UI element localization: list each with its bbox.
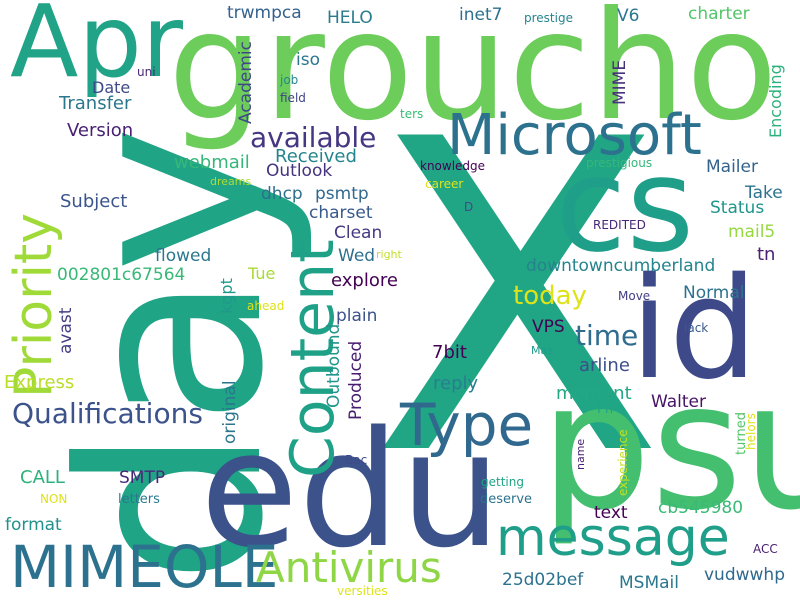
word-clean: Clean bbox=[334, 223, 383, 243]
word-career: career bbox=[425, 177, 464, 191]
word-trwmpca: trwmpca bbox=[227, 3, 302, 23]
word-charter: charter bbox=[688, 4, 750, 24]
word-non: NON bbox=[40, 492, 68, 506]
word-subject: Subject bbox=[60, 191, 128, 212]
word-versities: versities bbox=[337, 584, 388, 598]
word-downtowncumberland: downtowncumberland bbox=[526, 256, 716, 276]
word-message: message bbox=[496, 508, 730, 568]
word-mailer: Mailer bbox=[706, 157, 758, 177]
word-kgpt: kgpt bbox=[217, 278, 236, 314]
word-call: CALL bbox=[20, 467, 65, 488]
word-time: time bbox=[575, 319, 639, 352]
word-uni: uni bbox=[137, 65, 156, 79]
word-prestigious: prestigious bbox=[586, 156, 653, 170]
word-antivirus: Antivirus bbox=[256, 543, 442, 592]
word-reply: reply bbox=[433, 373, 479, 394]
word-helors: helors bbox=[744, 413, 758, 450]
word-d: D bbox=[464, 200, 474, 214]
word-psu: psu bbox=[540, 346, 800, 549]
word-format: format bbox=[5, 515, 62, 535]
word-letters: letters bbox=[118, 492, 160, 507]
word-iso: iso bbox=[296, 50, 320, 70]
word-psmtp: psmtp bbox=[315, 184, 369, 204]
word-flowed: flowed bbox=[155, 246, 212, 266]
word-prestige: prestige bbox=[524, 11, 573, 25]
word-mail5: mail5 bbox=[728, 222, 776, 242]
word-mas: Mas bbox=[531, 344, 553, 357]
word-explore: explore bbox=[331, 270, 398, 291]
word-field: field bbox=[280, 91, 306, 105]
word-move: Move bbox=[618, 289, 651, 303]
word-getting: getting bbox=[481, 475, 524, 489]
word-avast: avast bbox=[56, 307, 76, 354]
word-experience: experience bbox=[616, 429, 630, 496]
word-moment: moment bbox=[556, 383, 632, 404]
word-arline: arline bbox=[579, 355, 630, 376]
word-job: job bbox=[280, 73, 299, 87]
word-25d02bef: 25d02bef bbox=[502, 570, 584, 590]
word-v6: V6 bbox=[617, 6, 640, 26]
word-status: Status bbox=[710, 198, 765, 218]
word-priority: Priority bbox=[4, 212, 64, 398]
word-7bit: 7bit bbox=[432, 342, 467, 363]
word-vps: VPS bbox=[532, 317, 565, 337]
word-knowledge: knowledge bbox=[420, 159, 486, 173]
word-mime: MIME bbox=[610, 59, 630, 105]
word-outlook: Outlook bbox=[266, 161, 333, 181]
word-produced: Produced bbox=[346, 340, 366, 420]
word-cs: cs bbox=[555, 129, 695, 281]
word-right: right bbox=[376, 248, 402, 261]
word-express: Express bbox=[4, 372, 75, 393]
word-tn: tn bbox=[757, 244, 776, 265]
word-cb545980: cb545980 bbox=[658, 498, 744, 518]
word-original: original bbox=[220, 380, 240, 444]
word-ph: Ph bbox=[597, 402, 614, 417]
word-x: X bbox=[370, 50, 665, 550]
word-name: name bbox=[574, 438, 587, 470]
word-deserve: deserve bbox=[480, 492, 533, 507]
word-academic: Academic bbox=[236, 41, 256, 124]
word-version: Version bbox=[67, 120, 134, 141]
word-groucho: groucho bbox=[168, 0, 778, 154]
word-transfer: Transfer bbox=[59, 93, 132, 114]
word-wed: Wed bbox=[338, 246, 376, 266]
word-take: Take bbox=[745, 183, 783, 203]
word-tue: Tue bbox=[248, 264, 276, 283]
word-apr: Apr bbox=[10, 0, 183, 100]
word-qualifications: Qualifications bbox=[12, 397, 203, 430]
word-available: available bbox=[250, 121, 377, 154]
word-smtp: SMTP bbox=[119, 468, 166, 488]
word-encoding: Encoding bbox=[766, 64, 785, 138]
word-text: text bbox=[594, 503, 628, 523]
word-plain: plain bbox=[336, 306, 378, 326]
word-mimeole: MIMEOLE bbox=[10, 533, 279, 600]
word-inet7: inet7 bbox=[459, 5, 503, 25]
word-charset: charset bbox=[309, 203, 373, 223]
word-dhcp: dhcp bbox=[261, 184, 303, 204]
word-ters: ters bbox=[400, 107, 424, 121]
word-id: id bbox=[630, 248, 758, 411]
word-vudwwhp: vudwwhp bbox=[704, 565, 785, 585]
word-webmail: webmail bbox=[174, 152, 250, 173]
word-acc: ACC bbox=[753, 542, 778, 556]
word-walter: Walter bbox=[651, 392, 706, 412]
word-microsoft: Microsoft bbox=[447, 103, 702, 168]
word-received: Received bbox=[275, 146, 357, 167]
word-redited: REDITED bbox=[593, 218, 646, 232]
word-dreams: dreams bbox=[210, 175, 252, 188]
word-date: Date bbox=[92, 78, 131, 97]
word-002801c67564: 002801c67564 bbox=[57, 265, 186, 285]
word-ahead: ahead bbox=[247, 299, 285, 313]
word-normal: Normal bbox=[683, 283, 745, 303]
word-helo: HELO bbox=[327, 8, 373, 28]
word-lack: lack bbox=[684, 321, 709, 335]
word-bac: Bac bbox=[345, 453, 368, 467]
word-type: Type bbox=[400, 391, 534, 459]
word-outbound: Outbound bbox=[324, 323, 344, 408]
word-today: today bbox=[513, 281, 587, 311]
word-msmail: MSMail bbox=[619, 573, 679, 593]
word-edu: edu bbox=[200, 396, 502, 583]
